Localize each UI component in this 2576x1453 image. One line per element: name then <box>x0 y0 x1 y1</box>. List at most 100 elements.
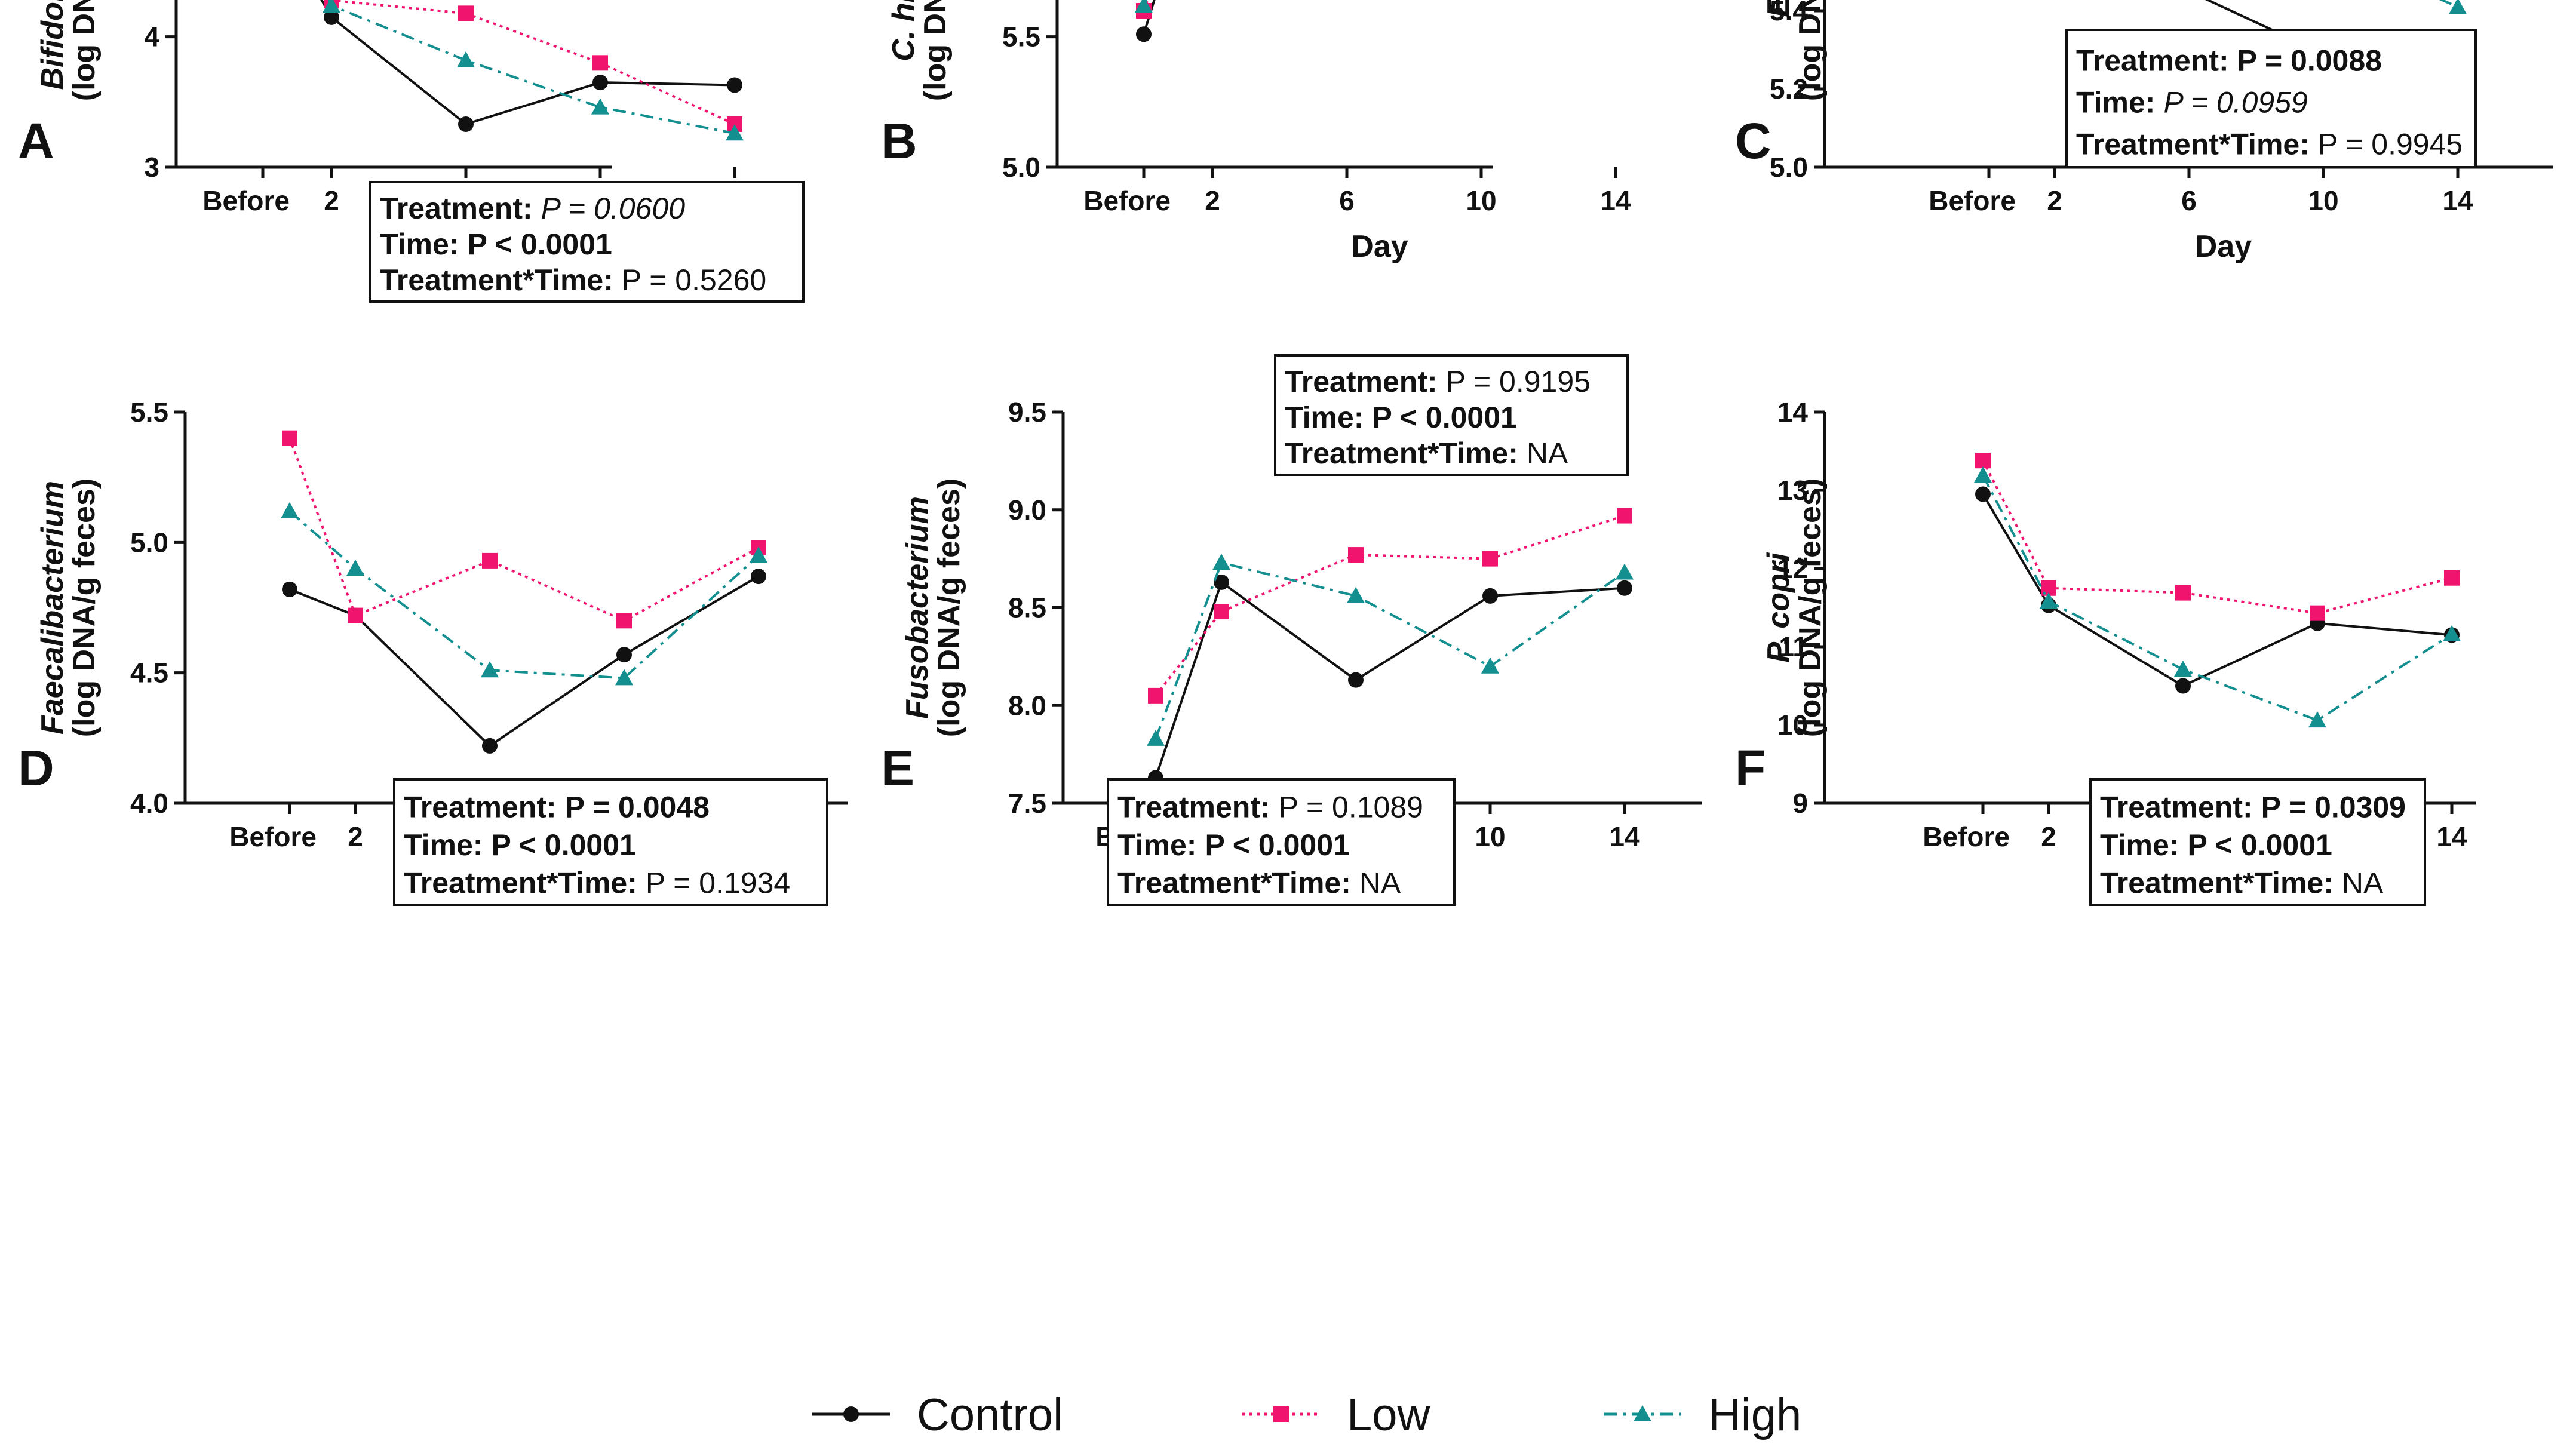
y-tick-label: 7.5 <box>1008 788 1046 819</box>
y-axis-title-taxon: C. hiranonis <box>886 0 921 62</box>
panel-a: A3456Before261014DayBifidobacterium(log … <box>18 0 805 303</box>
data-point-high <box>1974 466 1992 483</box>
data-point-control <box>1136 26 1152 42</box>
y-tick-label: 10 <box>1777 709 1808 741</box>
x-tick-label: 2 <box>2047 185 2062 216</box>
data-point-low <box>1617 508 1632 524</box>
panel-d: D4.04.55.05.5Before261014DayFaecalibacte… <box>18 397 848 906</box>
stats-line: Treatment: P = 0.0088 <box>2076 44 2382 77</box>
y-axis-title-units: (log DNA/g feces) <box>932 478 966 737</box>
data-point-low <box>1975 453 1991 469</box>
x-tick-label: Before <box>1083 185 1171 216</box>
data-point-control <box>616 647 632 663</box>
stats-value: P = 0.1934 <box>646 866 790 899</box>
y-axis-title-units: (log DNA/g feces) <box>67 478 102 737</box>
stats-label: Treatment*Time: <box>404 866 637 899</box>
stats-label: Treatment*Time: <box>2100 866 2334 899</box>
stats-value: P < 0.0001 <box>467 228 612 261</box>
stats-label: Treatment: <box>404 791 557 824</box>
legend: Control Low High <box>812 1390 1801 1440</box>
data-point-control <box>282 581 297 597</box>
series-line-high <box>2439 0 2458 8</box>
y-axis-title-taxon: Bifidobacterium <box>35 0 70 90</box>
panel-letter: F <box>1735 740 1766 796</box>
y-tick-label: 4.0 <box>130 788 168 819</box>
stats-line: Time: P < 0.0001 <box>404 828 636 862</box>
series-line-low <box>288 437 759 622</box>
x-tick-label: 10 <box>2308 185 2338 216</box>
y-tick-label: 11 <box>1779 631 1808 662</box>
data-point-low <box>348 607 363 623</box>
stats-value: NA <box>1359 866 1401 899</box>
y-axis-title-units: (log DNA/g feces) <box>67 0 102 101</box>
stats-line: Treatment*Time: NA <box>2100 866 2384 899</box>
stats-line: Treatment*Time: P = 0.9945 <box>2076 127 2463 161</box>
data-point-high <box>457 51 475 67</box>
stats-value: P < 0.0001 <box>1205 828 1349 862</box>
data-point-control <box>1482 588 1498 604</box>
stats-label: Treatment: <box>1285 365 1438 398</box>
data-point-low <box>1348 547 1364 563</box>
series-line-high <box>1155 561 1626 739</box>
stats-value: P = 0.0048 <box>565 791 710 824</box>
data-point-high <box>2443 625 2461 642</box>
data-point-control <box>1214 574 1229 590</box>
stats-value: P = 0.0309 <box>2261 791 2406 824</box>
stats-line: Treatment: P = 0.0309 <box>2100 791 2406 824</box>
stats-box: Treatment: P = 0.0309 Time: P < 0.0001 Treat… <box>2089 778 2426 906</box>
y-axis-title-taxon: P. copri <box>1761 552 1796 663</box>
stats-line: Treatment: P = 0.1089 <box>1117 791 1423 824</box>
y-tick-label: 12 <box>1777 553 1808 584</box>
x-tick-label: 10 <box>1466 185 1496 216</box>
data-point-high <box>1347 586 1365 603</box>
stats-label: Treatment*Time: <box>1117 866 1351 899</box>
data-point-control <box>592 75 608 91</box>
y-axis-title-units: (log DNA/g feces) <box>918 0 953 101</box>
stats-value: P < 0.0001 <box>2187 828 2332 862</box>
y-tick-label: 9.0 <box>1008 494 1046 526</box>
stats-box-border <box>2065 29 2477 168</box>
data-point-low <box>2175 585 2191 601</box>
y-axis-title-units: (log DNA/g feces) <box>1793 0 1828 101</box>
data-point-high <box>481 661 499 678</box>
stats-label: Time: <box>404 828 483 862</box>
stats-line: Treatment: P = 0.0600 <box>380 192 685 225</box>
stats-label: Treatment*Time: <box>2076 127 2310 161</box>
panel-f: F91011121314Before261014DayP. copri(log … <box>1735 397 2476 906</box>
data-point-low <box>1482 551 1498 567</box>
y-axis-title-taxon: Faecalibacterium <box>35 481 70 735</box>
data-point-low <box>482 552 498 569</box>
stats-label: Treatment: <box>380 192 533 225</box>
panel-letter: E <box>881 740 914 796</box>
stats-box: Treatment: P = 0.0048 Time: P < 0.0001 Treat… <box>393 778 828 906</box>
y-tick-label: 5.2 <box>1770 73 1808 105</box>
stats-value: P = 0.9195 <box>1446 365 1591 398</box>
y-axis-title-units: (log DNA/g feces) <box>1793 478 1828 737</box>
y-tick-label: 9 <box>1792 788 1808 819</box>
data-point-control <box>1617 580 1632 596</box>
data-point-high <box>726 124 744 141</box>
data-point-low <box>1148 687 1163 704</box>
stats-box-border <box>369 181 805 303</box>
x-tick-label: 14 <box>1609 821 1640 852</box>
y-tick-label: 5.5 <box>130 397 168 428</box>
stats-value: NA <box>2342 866 2384 899</box>
stats-box-border <box>393 778 828 906</box>
stats-value: P < 0.0001 <box>491 828 635 862</box>
stats-value: P = 0.5260 <box>622 263 766 297</box>
x-tick-label: Before <box>202 185 290 216</box>
stats-line: Treatment*Time: NA <box>1285 437 1568 470</box>
legend-marker-control <box>843 1406 859 1422</box>
stats-value: NA <box>1527 437 1568 470</box>
stats-line: Treatment*Time: NA <box>1117 866 1401 899</box>
data-point-control <box>324 9 339 25</box>
stats-line: Time: P < 0.0001 <box>1285 401 1517 434</box>
data-point-high <box>2449 0 2467 14</box>
data-point-low <box>282 430 297 446</box>
x-axis-title: Day <box>2195 229 2252 264</box>
data-point-low <box>458 5 474 21</box>
y-tick-label: 13 <box>1777 475 1808 506</box>
stats-label: Time: <box>380 228 459 261</box>
data-point-high <box>1481 657 1499 674</box>
